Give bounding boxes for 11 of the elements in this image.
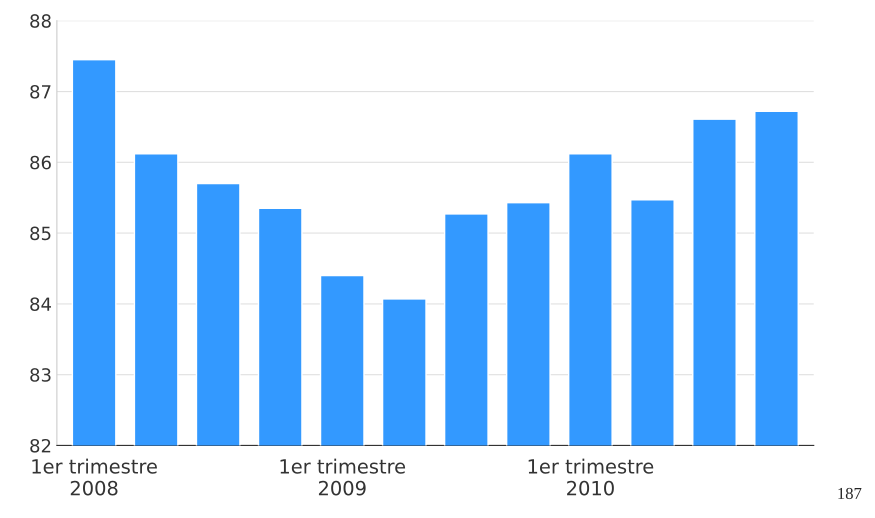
x-tick-label: 1er trimestre 2009 — [280, 458, 406, 496]
y-tick-label: 82 — [30, 438, 50, 453]
x-tick-label: 1er trimestre 2010 — [528, 458, 654, 496]
y-tick-label: 84 — [30, 297, 51, 312]
y-tick-label: 88 — [30, 14, 51, 28]
y-tick-label: 87 — [30, 84, 50, 99]
y-tick-label: 86 — [30, 156, 51, 170]
x-tick-label: 1er trimestre 2008 — [32, 458, 157, 496]
y-tick-label: 85 — [30, 226, 50, 240]
y-tick-label: 83 — [30, 368, 51, 382]
text: 187 — [838, 488, 862, 500]
